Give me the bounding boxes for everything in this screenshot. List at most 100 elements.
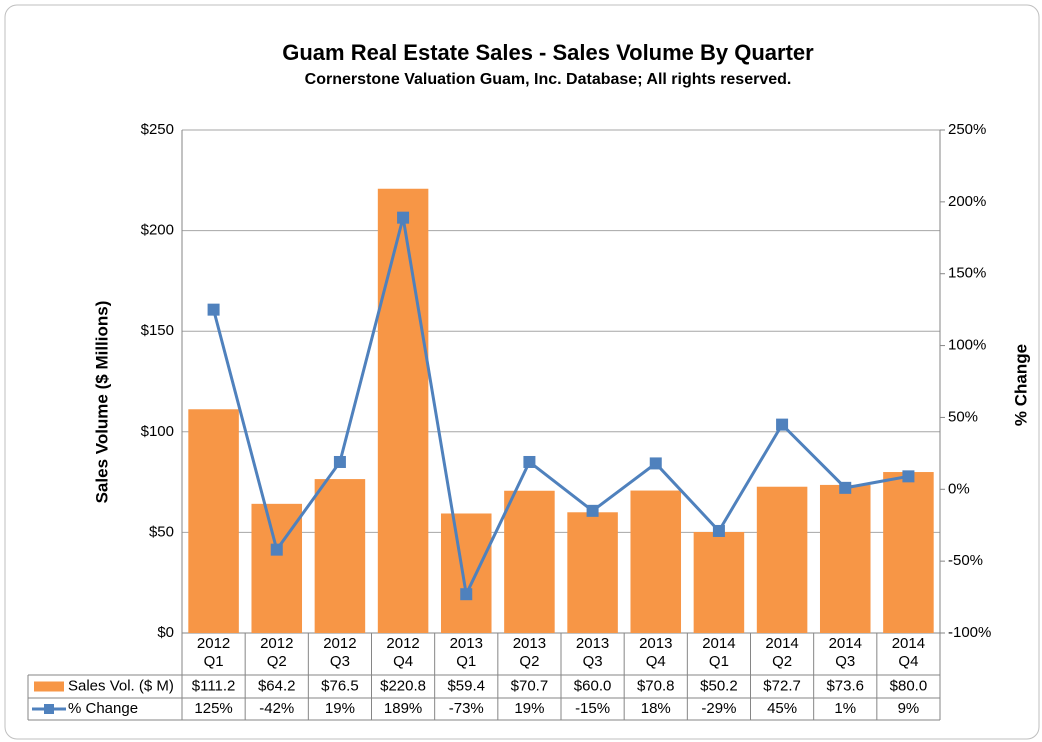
y2-tick-label: 150% <box>948 265 986 282</box>
y2-tick-label: 250% <box>948 121 986 138</box>
bar <box>883 472 934 633</box>
bar <box>819 484 871 633</box>
bar <box>440 513 492 633</box>
table-value: $70.7 <box>511 677 549 694</box>
y2-tick-label: -50% <box>948 552 983 569</box>
x-tick-line: Q1 <box>456 653 476 670</box>
table-value: $70.8 <box>637 677 675 694</box>
x-tick-label: 2014 Q4 <box>892 635 925 670</box>
x-tick-line: 2012 <box>386 635 419 652</box>
marker <box>523 455 536 468</box>
x-tick-label: 2013 Q4 <box>639 635 672 670</box>
chart-title: Guam Real Estate Sales - Sales Volume By… <box>282 40 814 65</box>
marker <box>460 588 473 601</box>
table-value: $60.0 <box>574 677 612 694</box>
x-tick-line: 2013 <box>450 635 483 652</box>
table-value: -29% <box>701 700 736 717</box>
legend-marker <box>44 704 54 714</box>
table-value: -73% <box>449 700 484 717</box>
table-value: -42% <box>259 700 294 717</box>
x-tick-line: 2012 <box>260 635 293 652</box>
table-value: $80.0 <box>890 677 928 694</box>
y-tick-label: $0 <box>157 624 174 641</box>
marker <box>776 418 789 431</box>
y2-tick-label: 100% <box>948 337 986 354</box>
x-tick-line: 2012 <box>323 635 356 652</box>
marker <box>839 481 852 494</box>
marker <box>207 303 220 316</box>
x-tick-line: 2014 <box>892 635 925 652</box>
x-tick-line: Q3 <box>835 653 855 670</box>
x-tick-line: 2012 <box>197 635 230 652</box>
table-value: $59.4 <box>447 677 485 694</box>
legend-label: Sales Vol. ($ M) <box>68 677 174 694</box>
table-value: $50.2 <box>700 677 738 694</box>
table-value: 125% <box>194 700 232 717</box>
x-tick-label: 2012 Q3 <box>323 635 356 670</box>
x-tick-line: Q2 <box>267 653 287 670</box>
y2-tick-label: -100% <box>948 624 991 641</box>
table-value: 9% <box>898 700 920 717</box>
marker <box>712 524 725 537</box>
y2-tick-label: 0% <box>948 480 970 497</box>
bar <box>504 490 555 633</box>
table-value: $64.2 <box>258 677 296 694</box>
x-tick-line: 2013 <box>639 635 672 652</box>
y-tick-label: $150 <box>141 322 174 339</box>
table-value: $73.6 <box>826 677 864 694</box>
table-value: -15% <box>575 700 610 717</box>
x-tick-line: 2014 <box>765 635 798 652</box>
table-value: 19% <box>325 700 355 717</box>
x-tick-label: 2012 Q1 <box>197 635 230 670</box>
table-value: $76.5 <box>321 677 359 694</box>
y2-tick-label: 200% <box>948 193 986 210</box>
bar <box>567 512 618 633</box>
marker <box>397 211 410 224</box>
marker <box>333 455 346 468</box>
y-tick-label: $250 <box>141 121 174 138</box>
x-tick-label: 2012 Q2 <box>260 635 293 670</box>
legend-swatch <box>34 681 64 692</box>
bar <box>756 486 808 633</box>
x-tick-line: Q3 <box>583 653 603 670</box>
x-tick-label: 2013 Q2 <box>513 635 546 670</box>
marker <box>902 470 915 483</box>
bar <box>693 531 745 633</box>
table-value: $220.8 <box>380 677 426 694</box>
x-tick-line: 2013 <box>576 635 609 652</box>
bar <box>630 490 682 633</box>
x-tick-line: Q1 <box>709 653 729 670</box>
y2-axis-label: % Change <box>1011 344 1030 426</box>
table-value: $72.7 <box>763 677 801 694</box>
x-tick-line: 2014 <box>829 635 862 652</box>
legend-label: % Change <box>68 700 138 717</box>
table-value: 189% <box>384 700 422 717</box>
table-value: $111.2 <box>192 677 236 694</box>
x-tick-label: 2014 Q3 <box>829 635 862 670</box>
x-tick-label: 2014 Q2 <box>765 635 798 670</box>
x-tick-line: Q4 <box>646 653 666 670</box>
x-tick-line: Q2 <box>519 653 539 670</box>
y-axis-label: Sales Volume ($ Millions) <box>92 301 111 504</box>
y-tick-label: $100 <box>141 423 174 440</box>
x-tick-label: 2014 Q1 <box>702 635 735 670</box>
y2-tick-label: 50% <box>948 408 978 425</box>
table-value: 45% <box>767 700 797 717</box>
bar <box>314 479 366 633</box>
x-tick-line: 2013 <box>513 635 546 652</box>
bar <box>188 409 239 633</box>
x-tick-label: 2013 Q3 <box>576 635 609 670</box>
y-tick-label: $200 <box>141 222 174 239</box>
bar <box>377 188 429 633</box>
x-tick-line: Q4 <box>393 653 413 670</box>
marker <box>586 504 599 517</box>
line <box>212 217 909 600</box>
table-value: 18% <box>641 700 671 717</box>
table-value: 1% <box>834 700 856 717</box>
x-tick-line: 2014 <box>702 635 735 652</box>
x-tick-label: 2012 Q4 <box>386 635 419 670</box>
x-tick-line: Q3 <box>330 653 350 670</box>
chart-subtitle: Cornerstone Valuation Guam, Inc. Databas… <box>305 71 792 88</box>
x-tick-line: Q1 <box>204 653 224 670</box>
